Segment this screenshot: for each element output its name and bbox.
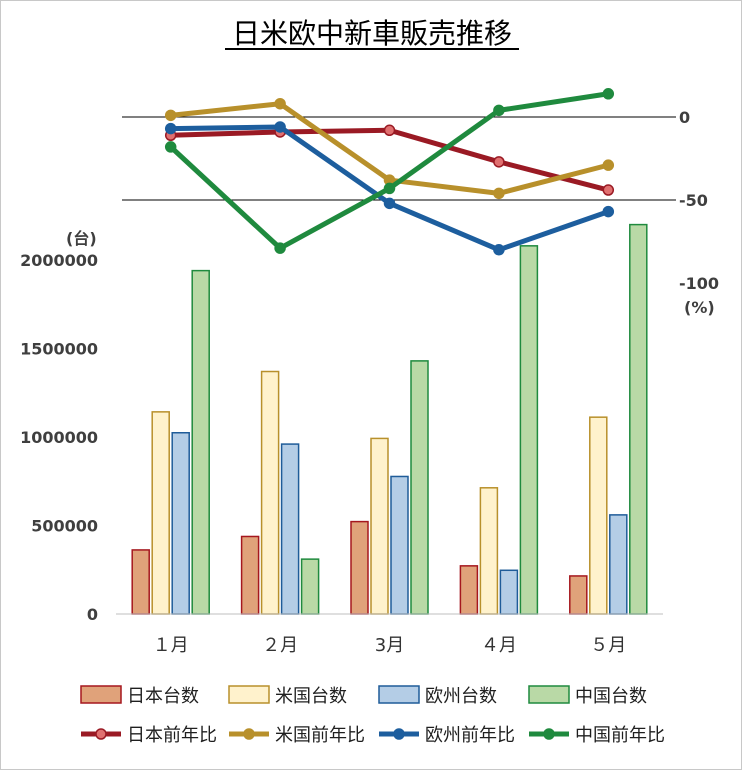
- left-axis-tick-label: 500000: [31, 517, 98, 536]
- right-axis-tick-label: -50: [679, 191, 708, 210]
- bar-欧州台数-2: [390, 475, 409, 615]
- category-label: ２月: [262, 635, 298, 656]
- bar-中国台数-0: [191, 269, 210, 615]
- right-axis-ticks: 0 -50 -100: [679, 108, 719, 293]
- point-中国前年比: [493, 104, 505, 117]
- bar-中国台数-2: [410, 360, 429, 615]
- left-axis-tick-label: 1500000: [20, 340, 98, 359]
- legend-line-marker: [95, 728, 107, 740]
- line-series-group: [164, 88, 615, 256]
- bar-series-group: [131, 223, 648, 615]
- category-label: １月: [153, 635, 189, 656]
- point-日本前年比: [493, 156, 505, 168]
- bar-日本台数-4: [569, 575, 588, 615]
- point-米国前年比: [493, 187, 505, 200]
- point-米国前年比: [274, 97, 286, 110]
- legend-line-marker: [543, 728, 555, 740]
- bar-欧州台数-4: [609, 514, 628, 615]
- legend-label: 日本前年比: [127, 725, 217, 746]
- category-labels: １月 ２月 3月 ４月 ５月: [153, 635, 627, 656]
- legend-label: 欧州台数: [425, 686, 497, 707]
- legend-label: 中国台数: [575, 686, 647, 707]
- point-日本前年比: [602, 184, 615, 196]
- legend-label: 日本台数: [127, 686, 199, 707]
- legend-line-marker: [393, 728, 405, 740]
- right-axis-reference-lines: [122, 116, 676, 201]
- bar-日本台数-0: [131, 549, 150, 615]
- bar-欧州台数-0: [171, 432, 190, 615]
- bar-日本台数-1: [240, 535, 260, 615]
- point-欧州前年比: [493, 244, 505, 256]
- legend-swatch: [528, 685, 570, 704]
- bar-日本台数-2: [350, 520, 369, 615]
- point-中国前年比: [164, 141, 177, 153]
- legend-label: 中国前年比: [575, 725, 665, 746]
- bar-中国台数-4: [629, 223, 648, 615]
- legend-label: 米国台数: [275, 686, 347, 707]
- chart-title: 日米欧中新車販売推移: [232, 17, 512, 50]
- point-欧州前年比: [164, 122, 177, 135]
- point-中国前年比: [383, 182, 396, 195]
- left-axis-unit-label: (台): [66, 229, 97, 248]
- legend-label: 米国前年比: [275, 725, 365, 746]
- bar-日本台数-3: [459, 565, 479, 615]
- point-欧州前年比: [274, 121, 286, 133]
- right-axis-unit-label: (%): [684, 298, 715, 317]
- right-axis-tick-label: 0: [679, 108, 690, 127]
- legend-line-marker: [243, 728, 255, 740]
- point-欧州前年比: [602, 205, 615, 218]
- left-axis-ticks: 0 500000 1000000 1500000 2000000: [20, 251, 98, 624]
- legend-label: 欧州前年比: [425, 725, 515, 746]
- point-日本前年比: [383, 124, 396, 137]
- category-label: ４月: [481, 635, 517, 656]
- bar-米国台数-0: [151, 411, 170, 615]
- left-axis-tick-label: 0: [87, 605, 98, 624]
- left-axis-tick-label: 2000000: [20, 251, 98, 270]
- right-axis-tick-label: -100: [679, 274, 719, 293]
- legend-swatch: [228, 685, 270, 704]
- bar-米国台数-1: [260, 370, 280, 615]
- bar-中国台数-3: [519, 245, 539, 615]
- bar-米国台数-3: [479, 487, 499, 615]
- bar-米国台数-2: [370, 437, 389, 615]
- left-axis-tick-label: 1000000: [20, 428, 98, 447]
- category-label: 3月: [375, 635, 404, 656]
- bar-欧州台数-3: [499, 569, 519, 615]
- point-中国前年比: [274, 242, 286, 254]
- point-中国前年比: [602, 88, 615, 100]
- point-米国前年比: [164, 109, 177, 122]
- legend-swatch: [378, 685, 420, 704]
- point-欧州前年比: [383, 197, 396, 210]
- legend-swatch: [80, 685, 122, 704]
- bar-欧州台数-1: [280, 443, 300, 615]
- category-label: ５月: [590, 635, 626, 656]
- bar-中国台数-1: [300, 558, 320, 615]
- bar-米国台数-4: [589, 416, 608, 615]
- point-米国前年比: [602, 159, 615, 171]
